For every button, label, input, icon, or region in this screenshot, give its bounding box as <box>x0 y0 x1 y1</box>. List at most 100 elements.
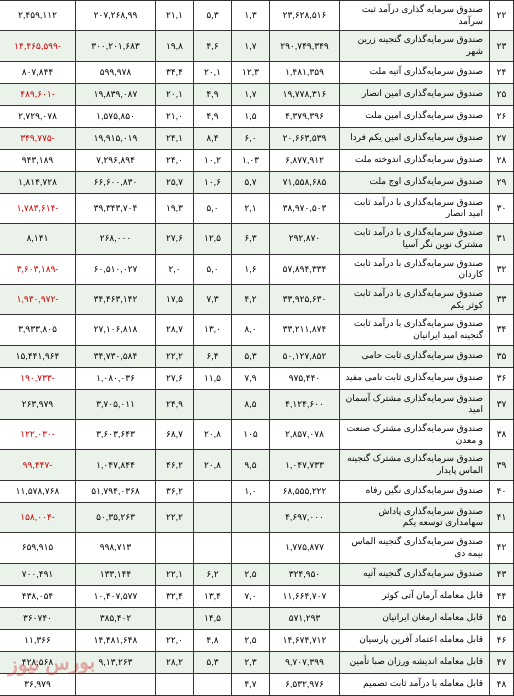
col-6: ۱۱,۳۶۶ <box>0 629 76 651</box>
col-4: ۴۶,۲ <box>156 450 194 480</box>
col-2 <box>232 607 270 629</box>
table-row: ۲۹صندوق سرمایه‌گذاری اوج ملت۷۱,۵۵۸,۶۸۵۵,… <box>0 171 514 193</box>
col-1: ۵۰,۱۲۷,۸۵۲ <box>270 345 340 367</box>
col-4: ۲۵,۷ <box>156 171 194 193</box>
row-number: ۳۶ <box>490 367 514 389</box>
col-1: ۲,۸۵۷,۰۷۸ <box>270 420 340 450</box>
col-4 <box>156 673 194 695</box>
col-3: ۱۲,۵ <box>194 224 232 254</box>
col-4: ۲۴,۱ <box>156 127 194 149</box>
row-number: ۳۰ <box>490 193 514 223</box>
fund-name: قابل معامله با درآمد ثابت تصمیم <box>340 673 490 695</box>
table-row: ۳۲صندوق سرمایه‌گذاری با درآمد ثابت کاردا… <box>0 254 514 284</box>
fund-name: قابل معامله اعتماد آفرین پارسیان <box>340 629 490 651</box>
col-5: ۱,۰۴۷,۸۴۴ <box>76 450 156 480</box>
col-6: ۱۱,۵۷۸,۷۶۸ <box>0 480 76 502</box>
table-row: ۴۶قابل معامله اعتماد آفرین پارسیان۱۴,۶۷۴… <box>0 629 514 651</box>
col-2: ۴,۲ <box>232 284 270 314</box>
col-5: ۵۰,۳۵,۲۶۳ <box>76 502 156 532</box>
col-1: ۹۷۵,۴۴۰ <box>270 367 340 389</box>
col-4: ۲۷,۶ <box>156 224 194 254</box>
col-1: ۳۳,۹۲۵,۶۳۰ <box>270 284 340 314</box>
col-4: ۲۴,۰ <box>156 149 194 171</box>
col-2: ۱۰۵ <box>232 420 270 450</box>
fund-name: صندوق سرمایه‌گذاری با درآمد ثابت گنجینه … <box>340 315 490 345</box>
col-6: ۲,۷۲۹,۰۷۸ <box>0 105 76 127</box>
col-4: ۱۷,۵ <box>156 284 194 314</box>
table-row: ۳۷صندوق سرمایه‌گذاری مشترک آسمان امید۴,۱… <box>0 389 514 419</box>
table-row: ۲۶صندوق سرمایه‌گذاری امین ملت۴,۳۷۹,۳۹۶۱,… <box>0 105 514 127</box>
col-6: ۲۶۳,۹۷۹ <box>0 389 76 419</box>
col-4: ۲۲,۰ <box>156 629 194 651</box>
row-number: ۴۷ <box>490 651 514 673</box>
col-2: ۱,۶ <box>232 254 270 284</box>
col-6: ۳۶,۹۷۹ <box>0 673 76 695</box>
col-4: ۳۲,۴ <box>156 585 194 607</box>
funds-table: ۲۲صندوق سرمایه گذاری درآمد ثبت سرآمد۲۳,۶… <box>0 0 514 696</box>
col-1: ۵۷۱,۲۹۳ <box>270 607 340 629</box>
col-3: ۶,۴ <box>194 345 232 367</box>
col-6: ۱۵,۴۴۱,۹۶۴ <box>0 345 76 367</box>
col-1: ۶,۸۷۷,۹۱۲ <box>270 149 340 171</box>
col-2 <box>232 533 270 563</box>
col-2: ۱,۰۳ <box>232 149 270 171</box>
col-3 <box>194 673 232 695</box>
fund-name: صندوق سرمایه‌گذاری آتیه ملت <box>340 61 490 83</box>
col-3: ۵,۳ <box>194 1 232 31</box>
row-number: ۴۶ <box>490 629 514 651</box>
col-5: ۱۹,۹۱۵,۰۱۹ <box>76 127 156 149</box>
col-6: ۱,۸۱۴,۷۲۸ <box>0 171 76 193</box>
col-3: ۴,۸ <box>194 629 232 651</box>
col-4: ۲۱,۰ <box>156 105 194 127</box>
col-1: ۴,۶۹۷,۰۰۰ <box>270 502 340 532</box>
col-3: ۷,۳ <box>194 284 232 314</box>
col-2: ۸,۵ <box>232 389 270 419</box>
row-number: ۴۲ <box>490 533 514 563</box>
col-6: -۱۵۸,۰۰۴ <box>0 502 76 532</box>
col-4: ۳۶,۲ <box>156 480 194 502</box>
col-3: ۶,۲ <box>194 563 232 585</box>
col-3 <box>194 480 232 502</box>
col-6: -۴۸۹,۶۰۱ <box>0 83 76 105</box>
col-5: ۳۸۵,۴۰۲ <box>76 607 156 629</box>
table-row: ۳۵صندوق سرمایه‌گذاری ثابت حامی۵۰,۱۲۷,۸۵۲… <box>0 345 514 367</box>
col-1: ۱,۷۷۵,۸۷۷ <box>270 533 340 563</box>
col-6: ۷۰۰,۴۹۱ <box>0 563 76 585</box>
col-5: ۳,۷۰۵,۰۱۱ <box>76 389 156 419</box>
row-number: ۳۵ <box>490 345 514 367</box>
row-number: ۳۳ <box>490 284 514 314</box>
col-2: ۲,۵ <box>232 563 270 585</box>
col-5 <box>76 673 156 695</box>
col-6: ۹۴۳,۱۸۹ <box>0 149 76 171</box>
table-row: ۴۷قابل معامله اندیشه ورزان صبا تأمین۹,۷۰… <box>0 651 514 673</box>
table-row: ۴۵قابل معامله ارمغان ایرانیان۵۷۱,۲۹۳۱۴,۵… <box>0 607 514 629</box>
col-4: ۲۷,۶ <box>156 367 194 389</box>
row-number: ۳۷ <box>490 389 514 419</box>
table-row: ۳۶صندوق سرمایه‌گذاری ثابت نامی مفید۹۷۵,۴… <box>0 367 514 389</box>
col-2: ۱,۷ <box>232 83 270 105</box>
col-6: ۸,۱۴۱ <box>0 224 76 254</box>
col-5: ۱۳۳,۱۴۴ <box>76 563 156 585</box>
col-5: ۲۶۸,۰۰۰ <box>76 224 156 254</box>
col-4: ۲۲,۲ <box>156 502 194 532</box>
col-2: ۱,۰ <box>232 480 270 502</box>
col-4 <box>156 533 194 563</box>
row-number: ۲۵ <box>490 83 514 105</box>
fund-name: صندوق سرمایه گذاری درآمد ثبت سرآمد <box>340 1 490 31</box>
col-5: ۱,۰۸۰,۰۳۶ <box>76 367 156 389</box>
col-3: ۱۴,۵ <box>194 607 232 629</box>
col-3: ۸,۴ <box>194 127 232 149</box>
fund-name: قابل معامله اندیشه ورزان صبا تأمین <box>340 651 490 673</box>
col-3: ۱۰,۲ <box>194 149 232 171</box>
row-number: ۳۴ <box>490 315 514 345</box>
table-row: ۲۴صندوق سرمایه‌گذاری آتیه ملت۱,۴۸۱,۳۵۹۱۲… <box>0 61 514 83</box>
col-6: ۶۵۹,۹۱۵ <box>0 533 76 563</box>
fund-name: صندوق سرمایه‌گذاری مشترک گنجینه الماس پا… <box>340 450 490 480</box>
col-6: ۳,۹۳۳,۸۰۵ <box>0 315 76 345</box>
fund-name: صندوق سرمایه‌گذاری گنجینه آتیه <box>340 563 490 585</box>
col-5: ۶۶,۶۰۰,۸۳۰ <box>76 171 156 193</box>
col-3: ۱۳,۴ <box>194 585 232 607</box>
col-5: ۵۱,۷۹۴,۰۳۶۸ <box>76 480 156 502</box>
col-6: -۳۴۹,۷۷۵ <box>0 127 76 149</box>
col-2: ۴,۷ <box>232 673 270 695</box>
